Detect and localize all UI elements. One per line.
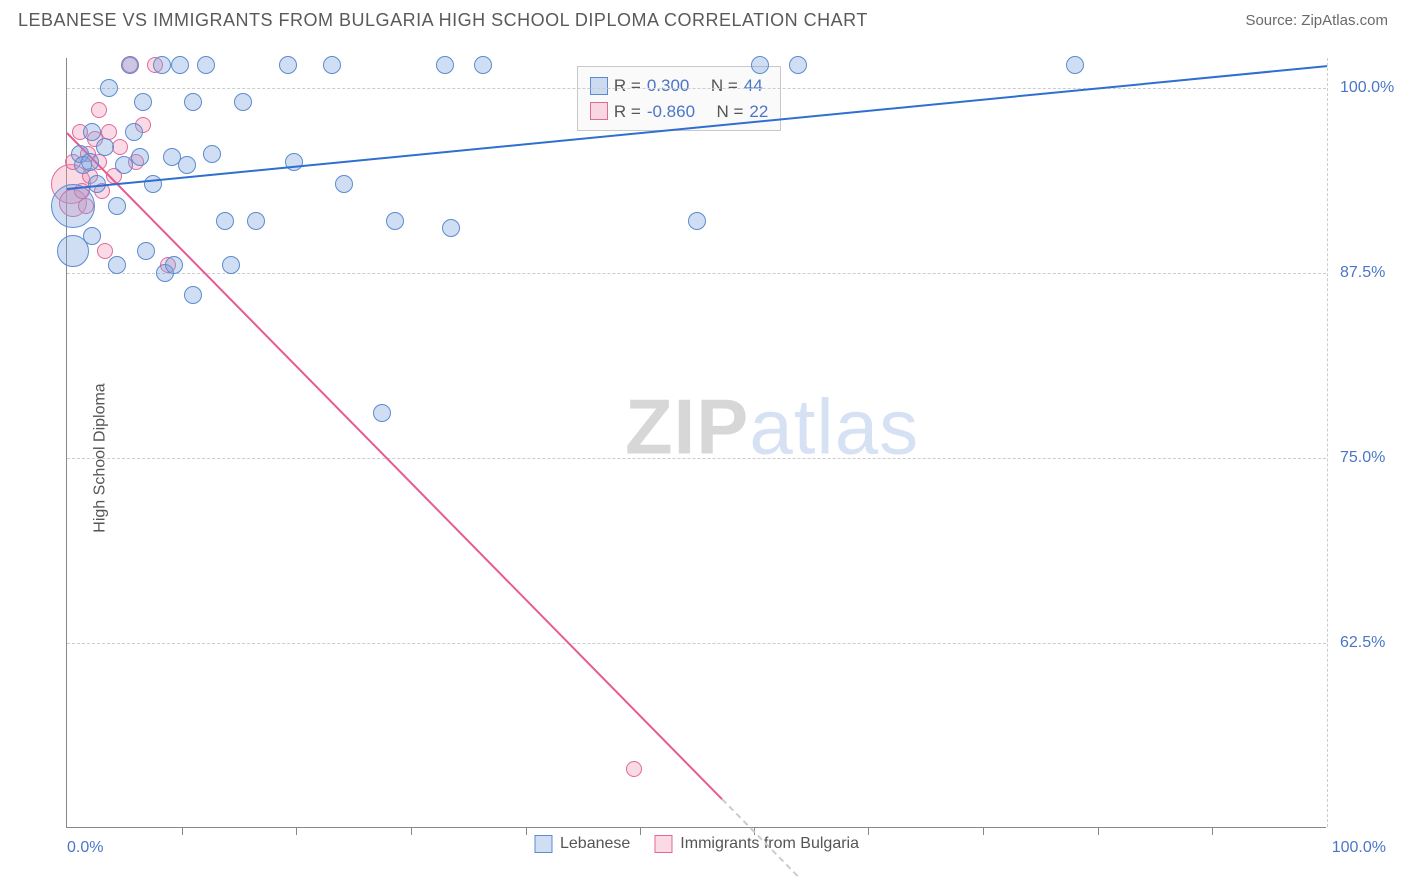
data-point-a	[373, 404, 391, 422]
x-tick	[411, 827, 412, 835]
data-point-a	[137, 242, 155, 260]
data-point-a	[789, 56, 807, 74]
r-value-a: 0.300	[647, 73, 690, 99]
data-point-a	[279, 56, 297, 74]
legend-row-b: R = -0.860 N = 22	[590, 99, 768, 125]
swatch-bulgaria-icon	[654, 835, 672, 853]
x-tick	[526, 827, 527, 835]
data-point-a	[184, 286, 202, 304]
gridline-h	[67, 643, 1326, 644]
data-point-a	[100, 79, 118, 97]
data-point-a	[688, 212, 706, 230]
data-point-a	[144, 175, 162, 193]
x-tick	[1212, 827, 1213, 835]
chart-area: High School Diploma ZIPatlas R = 0.300 N…	[30, 48, 1390, 868]
watermark: ZIPatlas	[625, 382, 919, 473]
data-point-a	[335, 175, 353, 193]
data-point-a	[165, 256, 183, 274]
data-point-a	[134, 93, 152, 111]
chart-source: Source: ZipAtlas.com	[1245, 12, 1388, 29]
y-tick-label: 87.5%	[1340, 264, 1385, 282]
data-point-a	[751, 56, 769, 74]
data-point-a	[83, 123, 101, 141]
data-point-a	[178, 156, 196, 174]
data-point-a	[121, 56, 139, 74]
x-tick	[640, 827, 641, 835]
data-point-b	[97, 243, 113, 259]
data-point-a	[83, 227, 101, 245]
x-axis-min-label: 0.0%	[67, 839, 103, 857]
trendline-b	[66, 132, 723, 800]
y-tick-label: 100.0%	[1340, 79, 1394, 97]
y-tick-label: 75.0%	[1340, 449, 1385, 467]
data-point-a	[81, 153, 99, 171]
data-point-b	[112, 139, 128, 155]
data-point-a	[96, 138, 114, 156]
data-point-a	[234, 93, 252, 111]
data-point-a	[323, 56, 341, 74]
data-point-a	[216, 212, 234, 230]
gridline-h	[67, 88, 1326, 89]
x-axis-max-label: 100.0%	[1332, 839, 1386, 857]
data-point-a	[51, 184, 95, 228]
legend-label-a: Lebanese	[560, 835, 630, 853]
plot-area: ZIPatlas R = 0.300 N = 44 R = -0.860 N =…	[66, 58, 1326, 828]
data-point-a	[115, 156, 133, 174]
data-point-a	[171, 56, 189, 74]
x-tick	[983, 827, 984, 835]
series-legend: Lebanese Immigrants from Bulgaria	[534, 835, 859, 853]
data-point-a	[108, 256, 126, 274]
swatch-lebanese-icon	[534, 835, 552, 853]
data-point-a	[184, 93, 202, 111]
data-point-a	[131, 148, 149, 166]
legend-item-a: Lebanese	[534, 835, 630, 853]
x-tick	[868, 827, 869, 835]
data-point-a	[247, 212, 265, 230]
data-point-a	[442, 219, 460, 237]
data-point-a	[153, 56, 171, 74]
legend-row-a: R = 0.300 N = 44	[590, 73, 768, 99]
data-point-a	[222, 256, 240, 274]
n-value-a: 44	[744, 73, 763, 99]
gridline-h	[67, 458, 1326, 459]
data-point-b	[91, 102, 107, 118]
swatch-lebanese	[590, 77, 608, 95]
gridline-h	[67, 273, 1326, 274]
x-tick	[296, 827, 297, 835]
gridline-v	[1327, 58, 1328, 827]
y-tick-label: 62.5%	[1340, 634, 1385, 652]
x-tick	[1098, 827, 1099, 835]
data-point-b	[626, 761, 642, 777]
chart-header: LEBANESE VS IMMIGRANTS FROM BULGARIA HIG…	[0, 0, 1406, 37]
data-point-a	[203, 145, 221, 163]
legend-item-b: Immigrants from Bulgaria	[654, 835, 859, 853]
data-point-a	[1066, 56, 1084, 74]
swatch-bulgaria	[590, 102, 608, 120]
r-value-b: -0.860	[647, 99, 695, 125]
data-point-a	[108, 197, 126, 215]
chart-title: LEBANESE VS IMMIGRANTS FROM BULGARIA HIG…	[18, 10, 868, 31]
data-point-a	[197, 56, 215, 74]
data-point-a	[436, 56, 454, 74]
data-point-a	[125, 123, 143, 141]
data-point-a	[474, 56, 492, 74]
legend-label-b: Immigrants from Bulgaria	[680, 835, 859, 853]
x-tick	[182, 827, 183, 835]
data-point-a	[386, 212, 404, 230]
